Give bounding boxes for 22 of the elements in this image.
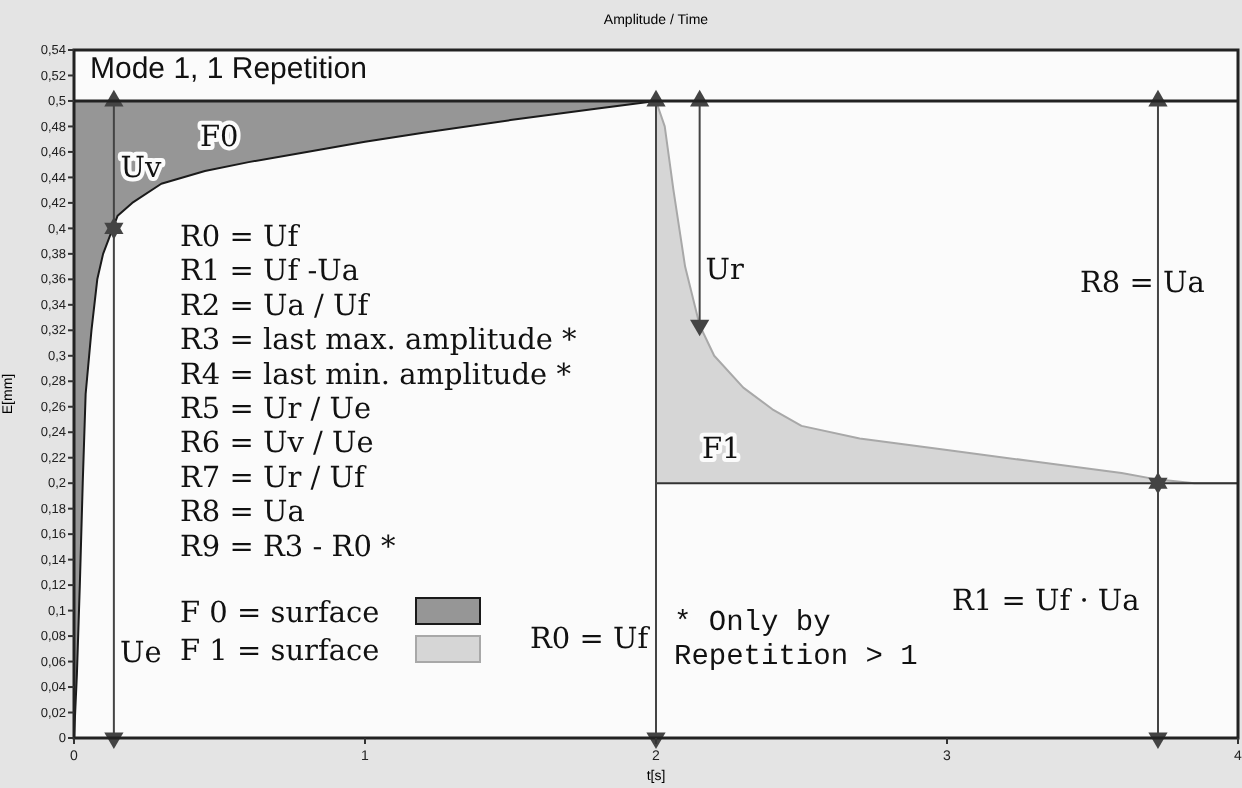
annotation: R2 = Ua / Uf <box>180 290 372 323</box>
annotation: R3 = last max. amplitude * <box>180 325 579 358</box>
annotation: R9 = R3 - R0 * <box>180 531 398 564</box>
annotation: R1 = Uf -Ua <box>180 256 360 289</box>
annotation: R0 = Uf <box>530 624 652 656</box>
annotation: R1 = Uf · Ua <box>952 586 1141 618</box>
annotation: R6 = Uv / Ue <box>180 428 374 461</box>
annotation: R4 = last min. amplitude * <box>180 359 573 392</box>
legend-label: F 1 = surface <box>180 636 380 668</box>
annotation: Ue <box>120 638 162 670</box>
annotation: F1 <box>702 434 741 466</box>
annotation: R8 = Ua <box>1080 268 1206 300</box>
annotation: Ur <box>705 255 744 288</box>
annotation: F0 <box>200 122 239 154</box>
annotation: Uv <box>120 153 163 186</box>
annotation: R0 = Uf <box>180 222 302 254</box>
annotation: R7 = Ur / Uf <box>180 462 368 495</box>
chart-subtitle: Mode 1, 1 Repetition <box>90 52 367 86</box>
annotation: R8 = Ua <box>180 497 306 530</box>
legend-label: F 0 = surface <box>180 598 380 630</box>
annotation: R5 = Ur / Ue <box>180 394 372 426</box>
annotation: * Only by Repetition > 1 <box>674 608 918 674</box>
